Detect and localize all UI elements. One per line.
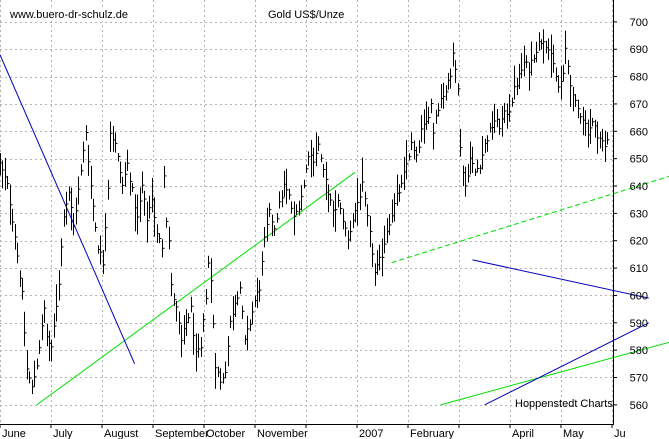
x-tick-label: November bbox=[257, 428, 308, 439]
wedge-trendline bbox=[484, 322, 649, 406]
y-tick-label: 670 bbox=[630, 99, 648, 111]
trend-channel-line bbox=[440, 341, 669, 406]
x-tick-label: 2007 bbox=[359, 428, 383, 439]
x-tick-label: Ju bbox=[614, 428, 626, 439]
y-tick-label: 700 bbox=[630, 17, 648, 29]
price-bar-layer bbox=[0, 29, 610, 395]
x-tick-label: April bbox=[512, 428, 534, 439]
y-tick-label: 650 bbox=[630, 154, 648, 166]
y-tick-label: 640 bbox=[630, 181, 648, 193]
x-tick-label: May bbox=[563, 428, 584, 439]
wedge-trendline bbox=[472, 259, 649, 299]
y-tick-label: 570 bbox=[630, 372, 648, 384]
source-website-label: www.buero-dr-schulz.de bbox=[10, 9, 128, 21]
y-tick-label: 680 bbox=[630, 72, 648, 84]
y-tick-label: 590 bbox=[630, 318, 648, 330]
wedge-trendline bbox=[0, 54, 136, 365]
trend-channel-line bbox=[391, 175, 669, 264]
trendline-layer bbox=[0, 54, 669, 406]
y-tick-label: 620 bbox=[630, 236, 648, 248]
y-tick-label: 630 bbox=[630, 208, 648, 220]
y-tick-labels: 560 570 580 590 600 610 620 630 640 650 660 670 680 6… bbox=[613, 17, 648, 412]
y-tick-label: 690 bbox=[630, 44, 648, 56]
y-tick-label: 600 bbox=[630, 290, 648, 302]
chart-title: Gold US$/Unze bbox=[268, 9, 345, 21]
y-tick-label: 660 bbox=[630, 126, 648, 138]
chart-credit-label: Hoppenstedt Charts bbox=[515, 398, 613, 410]
trend-channel-line bbox=[36, 171, 356, 406]
y-tick-label: 580 bbox=[630, 345, 648, 357]
x-tick-label: September bbox=[155, 428, 209, 439]
y-tick-label: 610 bbox=[630, 263, 648, 275]
x-tick-label: February bbox=[410, 428, 455, 439]
x-tick-label: October bbox=[206, 428, 245, 439]
x-tick-label: August bbox=[104, 428, 138, 439]
x-tick-label: July bbox=[53, 428, 73, 439]
y-tick-label: 560 bbox=[630, 400, 648, 412]
x-tick-label: June bbox=[2, 428, 26, 439]
